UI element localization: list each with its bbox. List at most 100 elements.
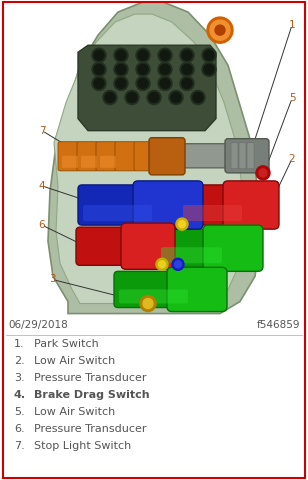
Circle shape: [180, 76, 194, 90]
Circle shape: [179, 221, 185, 228]
FancyBboxPatch shape: [133, 181, 203, 229]
Circle shape: [156, 258, 168, 270]
Circle shape: [160, 50, 170, 60]
Circle shape: [215, 25, 225, 35]
Circle shape: [114, 62, 128, 76]
Text: 6: 6: [39, 220, 45, 230]
Text: 4.: 4.: [14, 390, 26, 400]
Text: f546859: f546859: [257, 320, 300, 330]
Circle shape: [143, 299, 153, 309]
Circle shape: [176, 218, 188, 230]
Circle shape: [92, 62, 106, 76]
Circle shape: [182, 78, 192, 88]
Circle shape: [182, 50, 192, 60]
Circle shape: [171, 93, 181, 103]
FancyBboxPatch shape: [134, 142, 155, 171]
Text: Pressure Transducer: Pressure Transducer: [34, 424, 147, 434]
Text: Pressure Transducer: Pressure Transducer: [34, 373, 147, 383]
FancyBboxPatch shape: [81, 156, 97, 168]
Circle shape: [136, 48, 150, 62]
Circle shape: [158, 48, 172, 62]
Circle shape: [204, 50, 214, 60]
FancyBboxPatch shape: [96, 142, 117, 171]
Circle shape: [160, 64, 170, 74]
Circle shape: [105, 93, 115, 103]
Circle shape: [127, 93, 137, 103]
Circle shape: [160, 78, 170, 88]
FancyBboxPatch shape: [62, 156, 78, 168]
Circle shape: [207, 17, 233, 43]
Circle shape: [180, 62, 194, 76]
FancyBboxPatch shape: [149, 138, 185, 175]
Text: 1: 1: [289, 20, 295, 30]
FancyBboxPatch shape: [223, 181, 279, 229]
FancyBboxPatch shape: [83, 205, 152, 221]
Polygon shape: [78, 45, 216, 131]
Circle shape: [175, 261, 181, 268]
Text: 2: 2: [289, 154, 295, 164]
Circle shape: [114, 48, 128, 62]
FancyBboxPatch shape: [183, 205, 242, 221]
Circle shape: [147, 90, 161, 105]
Text: 3: 3: [49, 275, 55, 284]
Text: 5.: 5.: [14, 407, 25, 417]
FancyBboxPatch shape: [119, 289, 188, 303]
FancyBboxPatch shape: [77, 142, 98, 171]
Text: 5: 5: [289, 94, 295, 104]
Circle shape: [256, 166, 270, 180]
Text: 4: 4: [39, 181, 45, 191]
Text: 06/29/2018: 06/29/2018: [8, 320, 68, 330]
Circle shape: [158, 62, 172, 76]
Circle shape: [94, 78, 104, 88]
Circle shape: [116, 50, 126, 60]
FancyBboxPatch shape: [121, 223, 175, 269]
Circle shape: [193, 93, 203, 103]
Circle shape: [204, 64, 214, 74]
Circle shape: [210, 20, 230, 40]
Circle shape: [125, 90, 139, 105]
Text: Stop Light Switch: Stop Light Switch: [34, 441, 131, 451]
FancyBboxPatch shape: [167, 267, 227, 312]
Circle shape: [94, 50, 104, 60]
Text: 6.: 6.: [14, 424, 25, 434]
Text: 3.: 3.: [14, 373, 25, 383]
Circle shape: [138, 78, 148, 88]
Circle shape: [172, 258, 184, 270]
Polygon shape: [54, 14, 244, 303]
Circle shape: [182, 64, 192, 74]
Text: Park Switch: Park Switch: [34, 339, 99, 349]
Circle shape: [169, 90, 183, 105]
Circle shape: [259, 169, 267, 177]
Circle shape: [140, 296, 156, 312]
FancyBboxPatch shape: [225, 139, 269, 173]
Circle shape: [191, 90, 205, 105]
Text: 1.: 1.: [14, 339, 25, 349]
Circle shape: [103, 90, 117, 105]
Circle shape: [159, 261, 165, 268]
Text: 2.: 2.: [14, 356, 25, 366]
Circle shape: [138, 50, 148, 60]
Circle shape: [180, 48, 194, 62]
Text: Low Air Switch: Low Air Switch: [34, 356, 115, 366]
Text: 7.: 7.: [14, 441, 25, 451]
FancyBboxPatch shape: [170, 144, 246, 168]
FancyBboxPatch shape: [78, 185, 158, 225]
FancyBboxPatch shape: [239, 143, 246, 169]
Circle shape: [158, 76, 172, 90]
FancyBboxPatch shape: [178, 185, 248, 225]
Circle shape: [136, 76, 150, 90]
Circle shape: [149, 93, 159, 103]
FancyBboxPatch shape: [114, 271, 194, 308]
Text: Brake Drag Switch: Brake Drag Switch: [34, 390, 150, 400]
FancyBboxPatch shape: [58, 142, 79, 171]
Circle shape: [202, 62, 216, 76]
FancyBboxPatch shape: [115, 142, 136, 171]
FancyBboxPatch shape: [203, 225, 263, 271]
FancyBboxPatch shape: [76, 227, 146, 265]
FancyBboxPatch shape: [100, 156, 116, 168]
Circle shape: [202, 48, 216, 62]
Circle shape: [138, 64, 148, 74]
Polygon shape: [48, 2, 260, 313]
Circle shape: [92, 76, 106, 90]
Text: 7: 7: [39, 126, 45, 136]
